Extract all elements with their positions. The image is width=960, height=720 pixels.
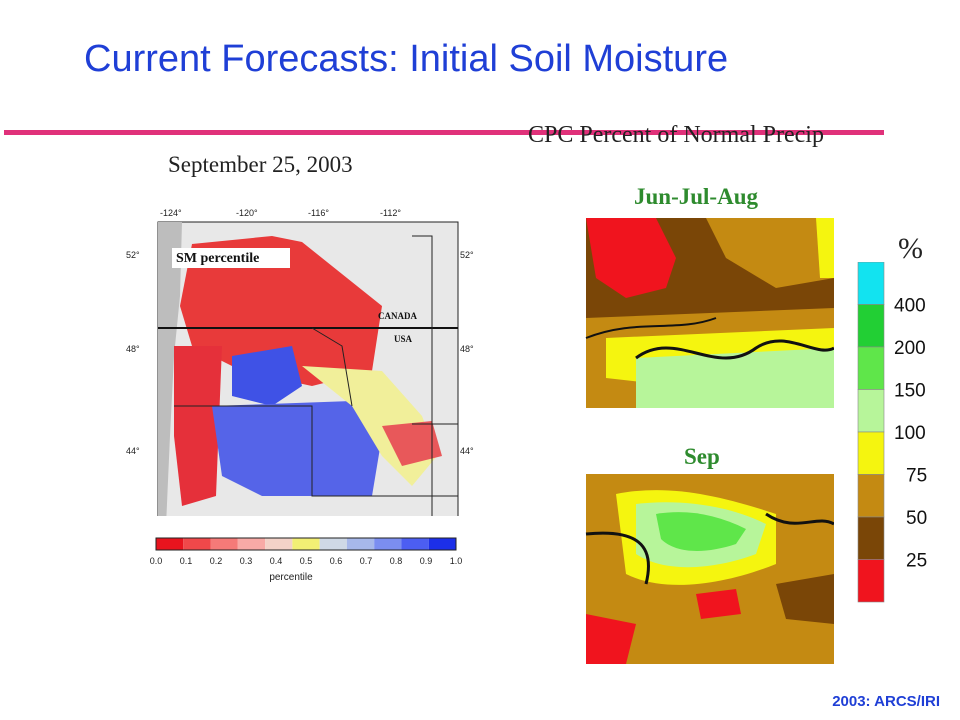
legend-swatch <box>857 262 885 305</box>
title-divider <box>4 130 884 135</box>
colorbar-tick: 0.2 <box>210 556 223 566</box>
colorbar-segment <box>210 538 238 550</box>
soil-moisture-map: SM percentile CANADA USA -124° -120° -11… <box>152 196 482 516</box>
colorbar-segment <box>292 538 320 550</box>
legend-swatch <box>857 559 885 603</box>
legend-swatch <box>857 304 885 348</box>
colorbar-tick: 0.8 <box>390 556 403 566</box>
panel-label-jja: Jun-Jul-Aug <box>634 184 758 209</box>
precip-map-sep <box>585 474 834 664</box>
colorbar-tick: 0.4 <box>270 556 283 566</box>
colorbar-tick: 0.3 <box>240 556 253 566</box>
colorbar-segment <box>319 538 347 550</box>
colorbar-title: percentile <box>269 572 313 583</box>
precip-map-jja <box>585 218 834 408</box>
legend-tick: 100 <box>894 423 926 444</box>
lon-tick: -112° <box>380 208 401 218</box>
precip-heading: CPC Percent of Normal Precip <box>528 122 824 148</box>
percentile-colorbar: 0.0 0.1 0.2 0.3 0.4 0.5 0.6 0.7 0.8 0.9 1.0 percent… <box>150 537 463 583</box>
colorbar-segment <box>401 538 429 550</box>
colorbar-segment <box>346 538 375 550</box>
colorbar-segment <box>183 538 211 550</box>
legend-tick: 75 <box>906 466 927 487</box>
colorbar-tick: 0.9 <box>420 556 433 566</box>
lon-tick: -124° <box>160 208 182 218</box>
colorbar-segment <box>374 538 402 550</box>
legend-tick: 50 <box>906 508 927 529</box>
colorbar-segment <box>265 538 293 550</box>
canada-label: CANADA <box>378 311 417 321</box>
legend-swatch <box>857 431 885 475</box>
lat-tick-right: 52° <box>460 250 474 260</box>
lat-tick-right: 44° <box>460 446 474 456</box>
colorbar-tick: 1.0 <box>450 556 463 566</box>
legend-tick: 25 <box>906 551 927 572</box>
lat-tick-left: 52° <box>126 250 140 260</box>
usa-label: USA <box>394 334 413 344</box>
colorbar-segment <box>156 538 184 550</box>
colorbar-segment <box>237 538 266 550</box>
legend-swatch <box>857 346 885 390</box>
precip-legend: 400 200 150 100 75 50 25 <box>857 262 927 603</box>
legend-tick: 200 <box>894 338 926 359</box>
colorbar-segment <box>428 538 456 550</box>
panel-label-sep: Sep <box>684 444 720 469</box>
lat-tick-left: 44° <box>126 446 140 456</box>
colorbar-tick: 0.6 <box>330 556 343 566</box>
slide-title: Current Forecasts: Initial Soil Moisture <box>84 38 729 80</box>
map-date: September 25, 2003 <box>168 152 353 177</box>
colorbar-tick: 0.5 <box>300 556 313 566</box>
lat-tick-right: 48° <box>460 344 474 354</box>
colorbar-tick: 0.0 <box>150 556 162 566</box>
legend-swatch <box>857 389 885 433</box>
legend-unit: % <box>898 232 923 265</box>
legend-tick: 150 <box>894 381 926 402</box>
lon-tick: -120° <box>236 208 258 218</box>
lon-tick: -116° <box>308 208 329 218</box>
sm-percentile-label: SM percentile <box>176 251 259 266</box>
legend-tick: 400 <box>894 296 926 317</box>
legend-swatch <box>857 474 885 518</box>
footer-credit: 2003: ARCS/IRI <box>832 693 940 710</box>
colorbar-tick: 0.1 <box>180 556 193 566</box>
lat-tick-left: 48° <box>126 344 140 354</box>
colorbar-tick: 0.7 <box>360 556 373 566</box>
legend-swatch <box>857 516 885 560</box>
